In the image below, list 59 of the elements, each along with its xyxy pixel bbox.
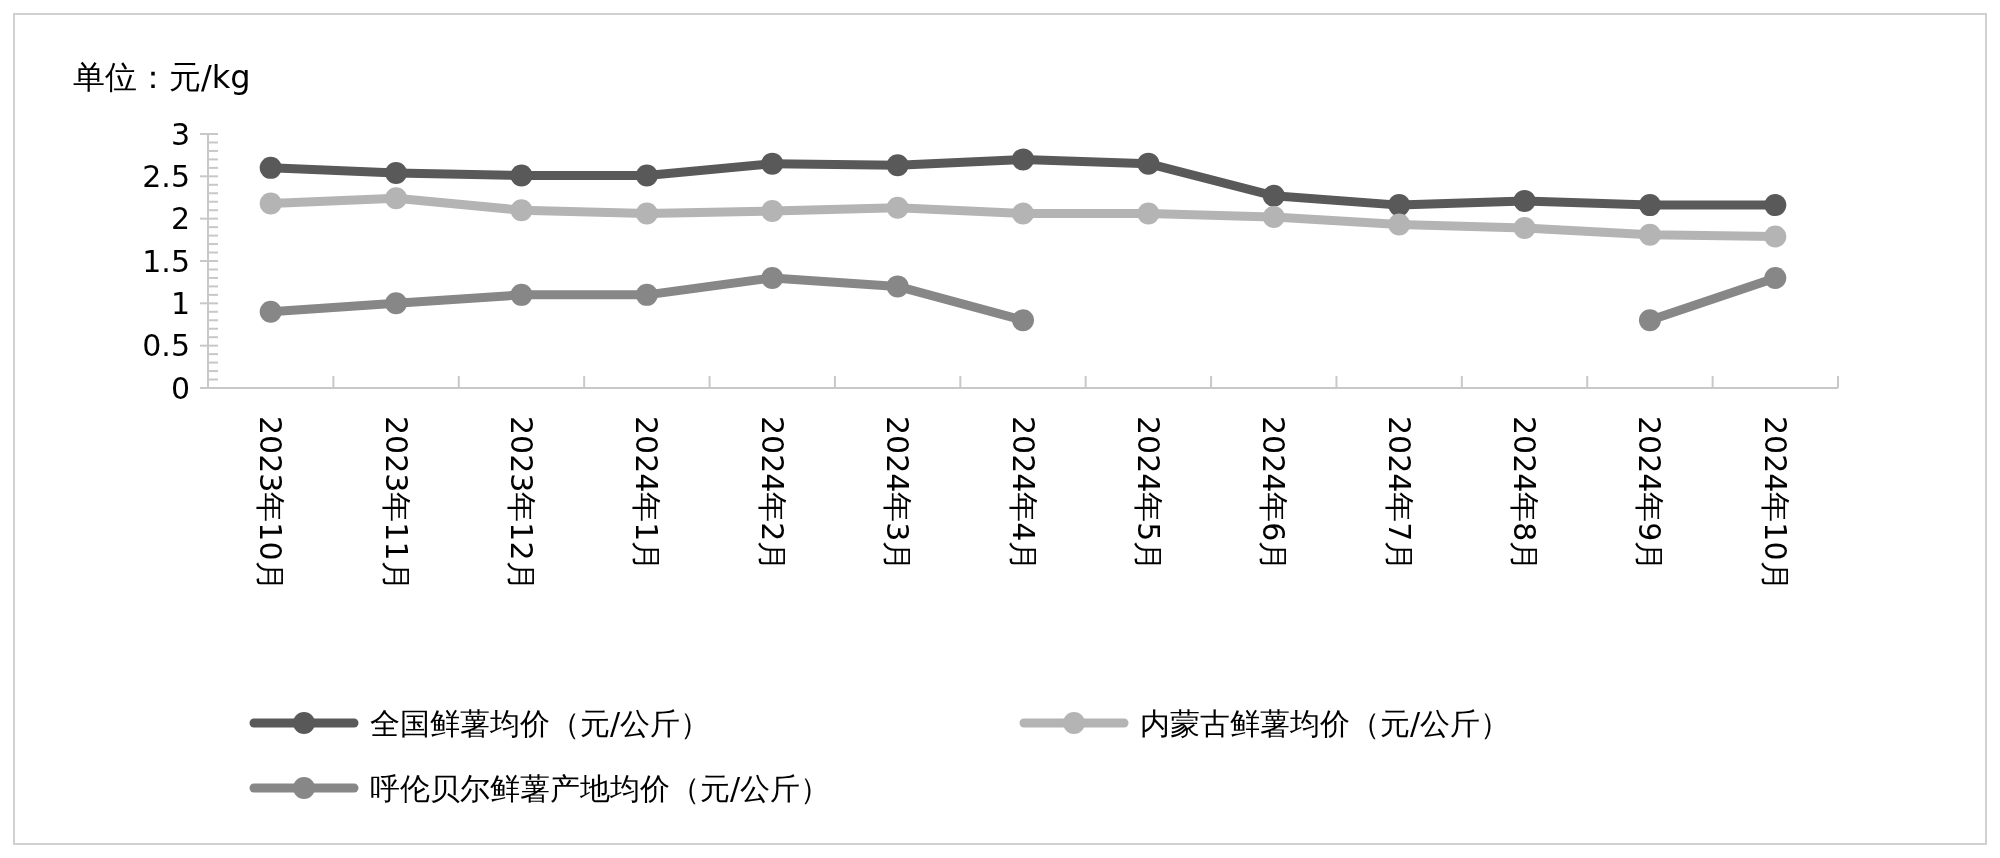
- x-tick-label: 2024年8月: [1507, 416, 1543, 572]
- point: [259, 192, 282, 215]
- y-tick-label: 3: [170, 116, 190, 152]
- point: [510, 283, 533, 306]
- y-tick-label: 1: [170, 285, 190, 321]
- x-tick-label: 2024年5月: [1130, 416, 1166, 572]
- x-tick-label: 2023年11月: [378, 416, 414, 591]
- x-tick-label: 2024年1月: [629, 416, 665, 572]
- x-tick-label: 2024年3月: [880, 416, 916, 572]
- point: [1388, 194, 1411, 217]
- point: [1638, 194, 1661, 217]
- legend-label: 内蒙古鲜薯均价（元/公斤）: [1140, 705, 1511, 741]
- point: [635, 164, 658, 187]
- point: [1262, 205, 1285, 228]
- point: [635, 283, 658, 306]
- point: [1764, 266, 1787, 289]
- point: [1012, 309, 1034, 332]
- x-tick-label: 2024年2月: [754, 416, 790, 572]
- point: [761, 266, 784, 289]
- y-tick-label: 2: [170, 201, 190, 237]
- x-tick-label: 2024年4月: [1005, 416, 1041, 572]
- point: [886, 275, 909, 298]
- point: [1012, 148, 1034, 171]
- legend-label: 全国鲜薯均价（元/公斤）: [370, 705, 711, 741]
- point: [1764, 194, 1787, 217]
- x-tick-label: 2024年9月: [1632, 416, 1668, 572]
- y-tick-label: 2.5: [142, 158, 190, 194]
- x-tick-label: 2024年7月: [1381, 416, 1417, 572]
- point: [761, 152, 784, 175]
- legend-label: 呼伦贝尔鲜薯产地均价（元/公斤）: [370, 770, 831, 806]
- point: [1388, 213, 1411, 236]
- point: [1638, 309, 1661, 332]
- point: [886, 196, 909, 219]
- point: [1012, 202, 1034, 225]
- x-tick-label: 2023年12月: [503, 416, 539, 591]
- point: [385, 187, 408, 210]
- y-axis-title: 单位：元/kg: [73, 58, 251, 96]
- y-tick-label: 1.5: [142, 243, 190, 279]
- point: [886, 154, 909, 177]
- point: [259, 156, 282, 179]
- x-tick-label: 2024年10月: [1757, 416, 1793, 591]
- point: [259, 300, 282, 323]
- point: [385, 292, 408, 315]
- point: [1638, 223, 1661, 246]
- point: [510, 164, 533, 187]
- point: [1513, 216, 1536, 239]
- point: [385, 161, 408, 184]
- point: [1764, 225, 1787, 248]
- point: [1137, 202, 1160, 225]
- x-tick-label: 2023年10月: [253, 416, 289, 591]
- x-tick-label: 2024年6月: [1256, 416, 1292, 572]
- point: [635, 202, 658, 225]
- point: [1513, 189, 1536, 212]
- point: [510, 199, 533, 222]
- point: [1137, 152, 1160, 175]
- point: [1262, 184, 1285, 207]
- y-tick-label: 0.5: [142, 328, 190, 364]
- y-tick-label: 0: [170, 370, 190, 406]
- point: [761, 200, 784, 223]
